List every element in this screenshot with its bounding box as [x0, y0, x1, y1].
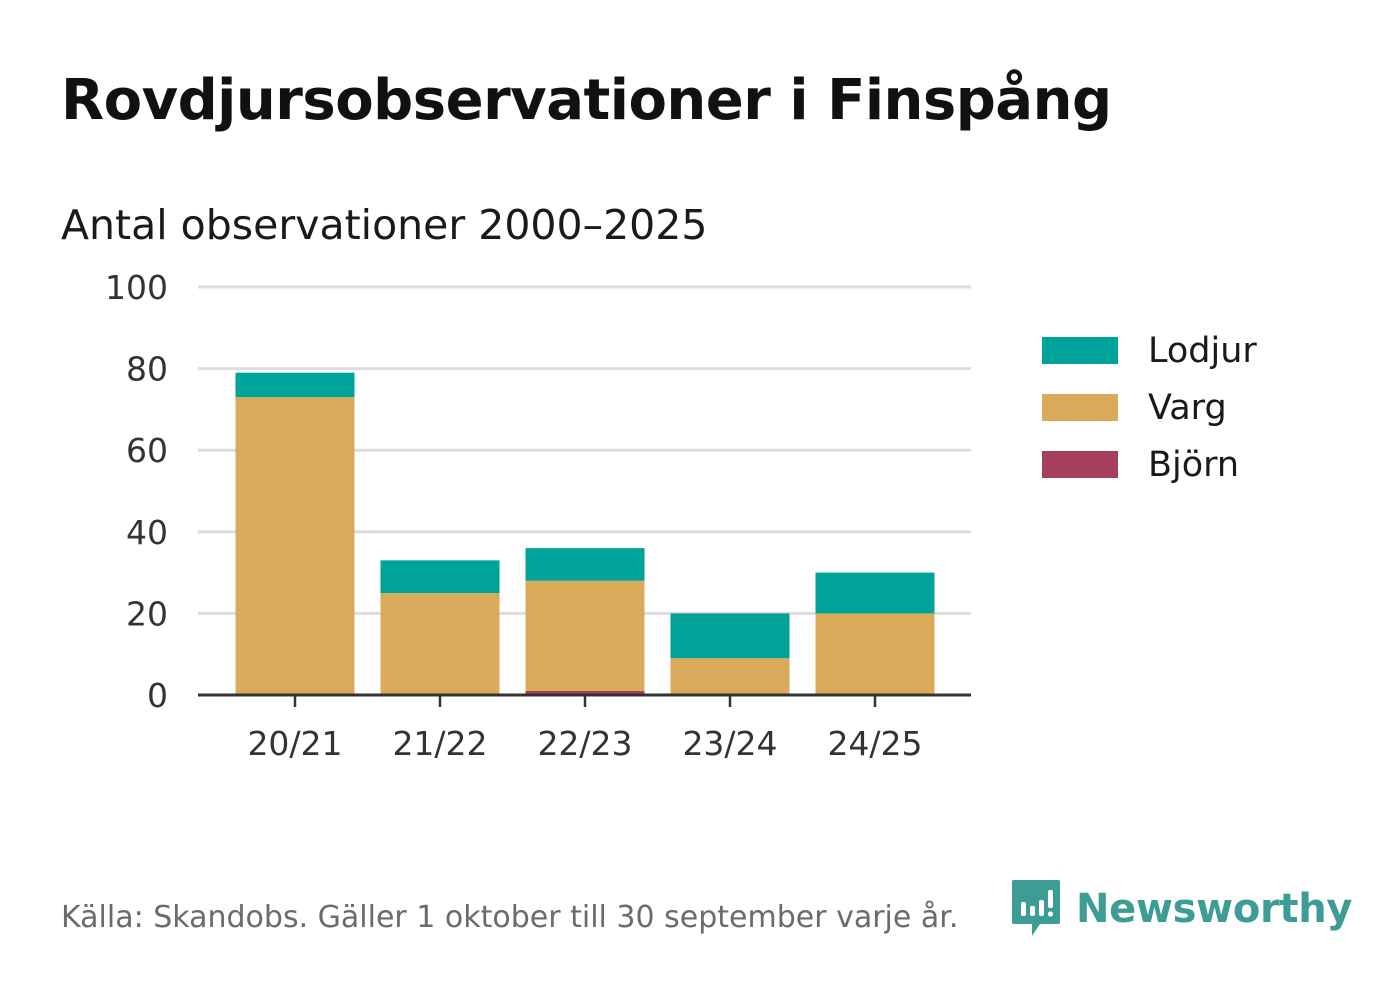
- bar-lodjur-23-24: [670, 613, 790, 659]
- legend-label-varg: Varg: [1148, 387, 1227, 428]
- bar-varg-21-22: [380, 593, 500, 695]
- legend-label-bjorn: Björn: [1148, 444, 1240, 485]
- brand-name: Newsworthy: [1076, 886, 1353, 932]
- bar-lodjur-22-23: [525, 548, 645, 581]
- chart-subtitle: Antal observationer 2000–2025: [61, 201, 708, 249]
- y-tick-label-0: 0: [147, 676, 168, 715]
- x-tick-label-24-25: 24/25: [827, 724, 922, 763]
- x-tick-label-23-24: 23/24: [682, 724, 777, 763]
- legend: Lodjur Varg Björn: [1042, 322, 1257, 493]
- source-note: Källa: Skandobs. Gäller 1 oktober till 3…: [61, 900, 959, 935]
- x-tick-label-21-22: 21/22: [392, 724, 487, 763]
- y-tick-label-80: 80: [126, 350, 168, 389]
- brand[interactable]: Newsworthy: [1010, 878, 1353, 940]
- bar-varg-20-21: [235, 397, 355, 695]
- legend-swatch-bjorn: [1042, 451, 1118, 478]
- bars: [235, 372, 935, 695]
- legend-label-lodjur: Lodjur: [1148, 330, 1257, 371]
- x-tick-label-20-21: 20/21: [247, 724, 342, 763]
- y-tick-label-20: 20: [126, 594, 168, 633]
- legend-item-lodjur: Lodjur: [1042, 322, 1257, 379]
- legend-swatch-lodjur: [1042, 337, 1118, 364]
- y-tick-label-60: 60: [126, 431, 168, 470]
- bar-lodjur-24-25: [815, 572, 935, 614]
- bar-lodjur-21-22: [380, 560, 500, 593]
- legend-item-varg: Varg: [1042, 379, 1257, 436]
- bar-lodjur-20-21: [235, 372, 355, 398]
- x-tick-label-22-23: 22/23: [537, 724, 632, 763]
- bar-varg-23-24: [670, 658, 790, 695]
- legend-swatch-varg: [1042, 394, 1118, 421]
- y-tick-label-100: 100: [105, 268, 168, 307]
- y-tick-label-40: 40: [126, 513, 168, 552]
- axes: 0 20 40 60 80 100 20/21 21/22 22/23 23/24 24/25: [105, 268, 971, 763]
- bar-bjorn-22-23: [525, 690, 645, 695]
- newsworthy-logo-icon: [1012, 880, 1060, 936]
- chart-title: Rovdjursobservationer i Finspång: [61, 68, 1112, 133]
- legend-item-bjorn: Björn: [1042, 436, 1257, 493]
- bar-varg-24-25: [815, 613, 935, 695]
- bar-varg-22-23: [525, 580, 645, 691]
